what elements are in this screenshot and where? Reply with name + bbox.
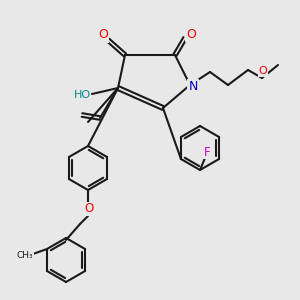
- Text: O: O: [98, 28, 108, 41]
- Text: O: O: [186, 28, 196, 40]
- Text: CH₃: CH₃: [16, 251, 33, 260]
- Text: F: F: [204, 146, 210, 158]
- Text: HO: HO: [74, 90, 91, 100]
- Text: O: O: [84, 202, 94, 215]
- Text: O: O: [259, 66, 267, 76]
- Text: N: N: [188, 80, 198, 92]
